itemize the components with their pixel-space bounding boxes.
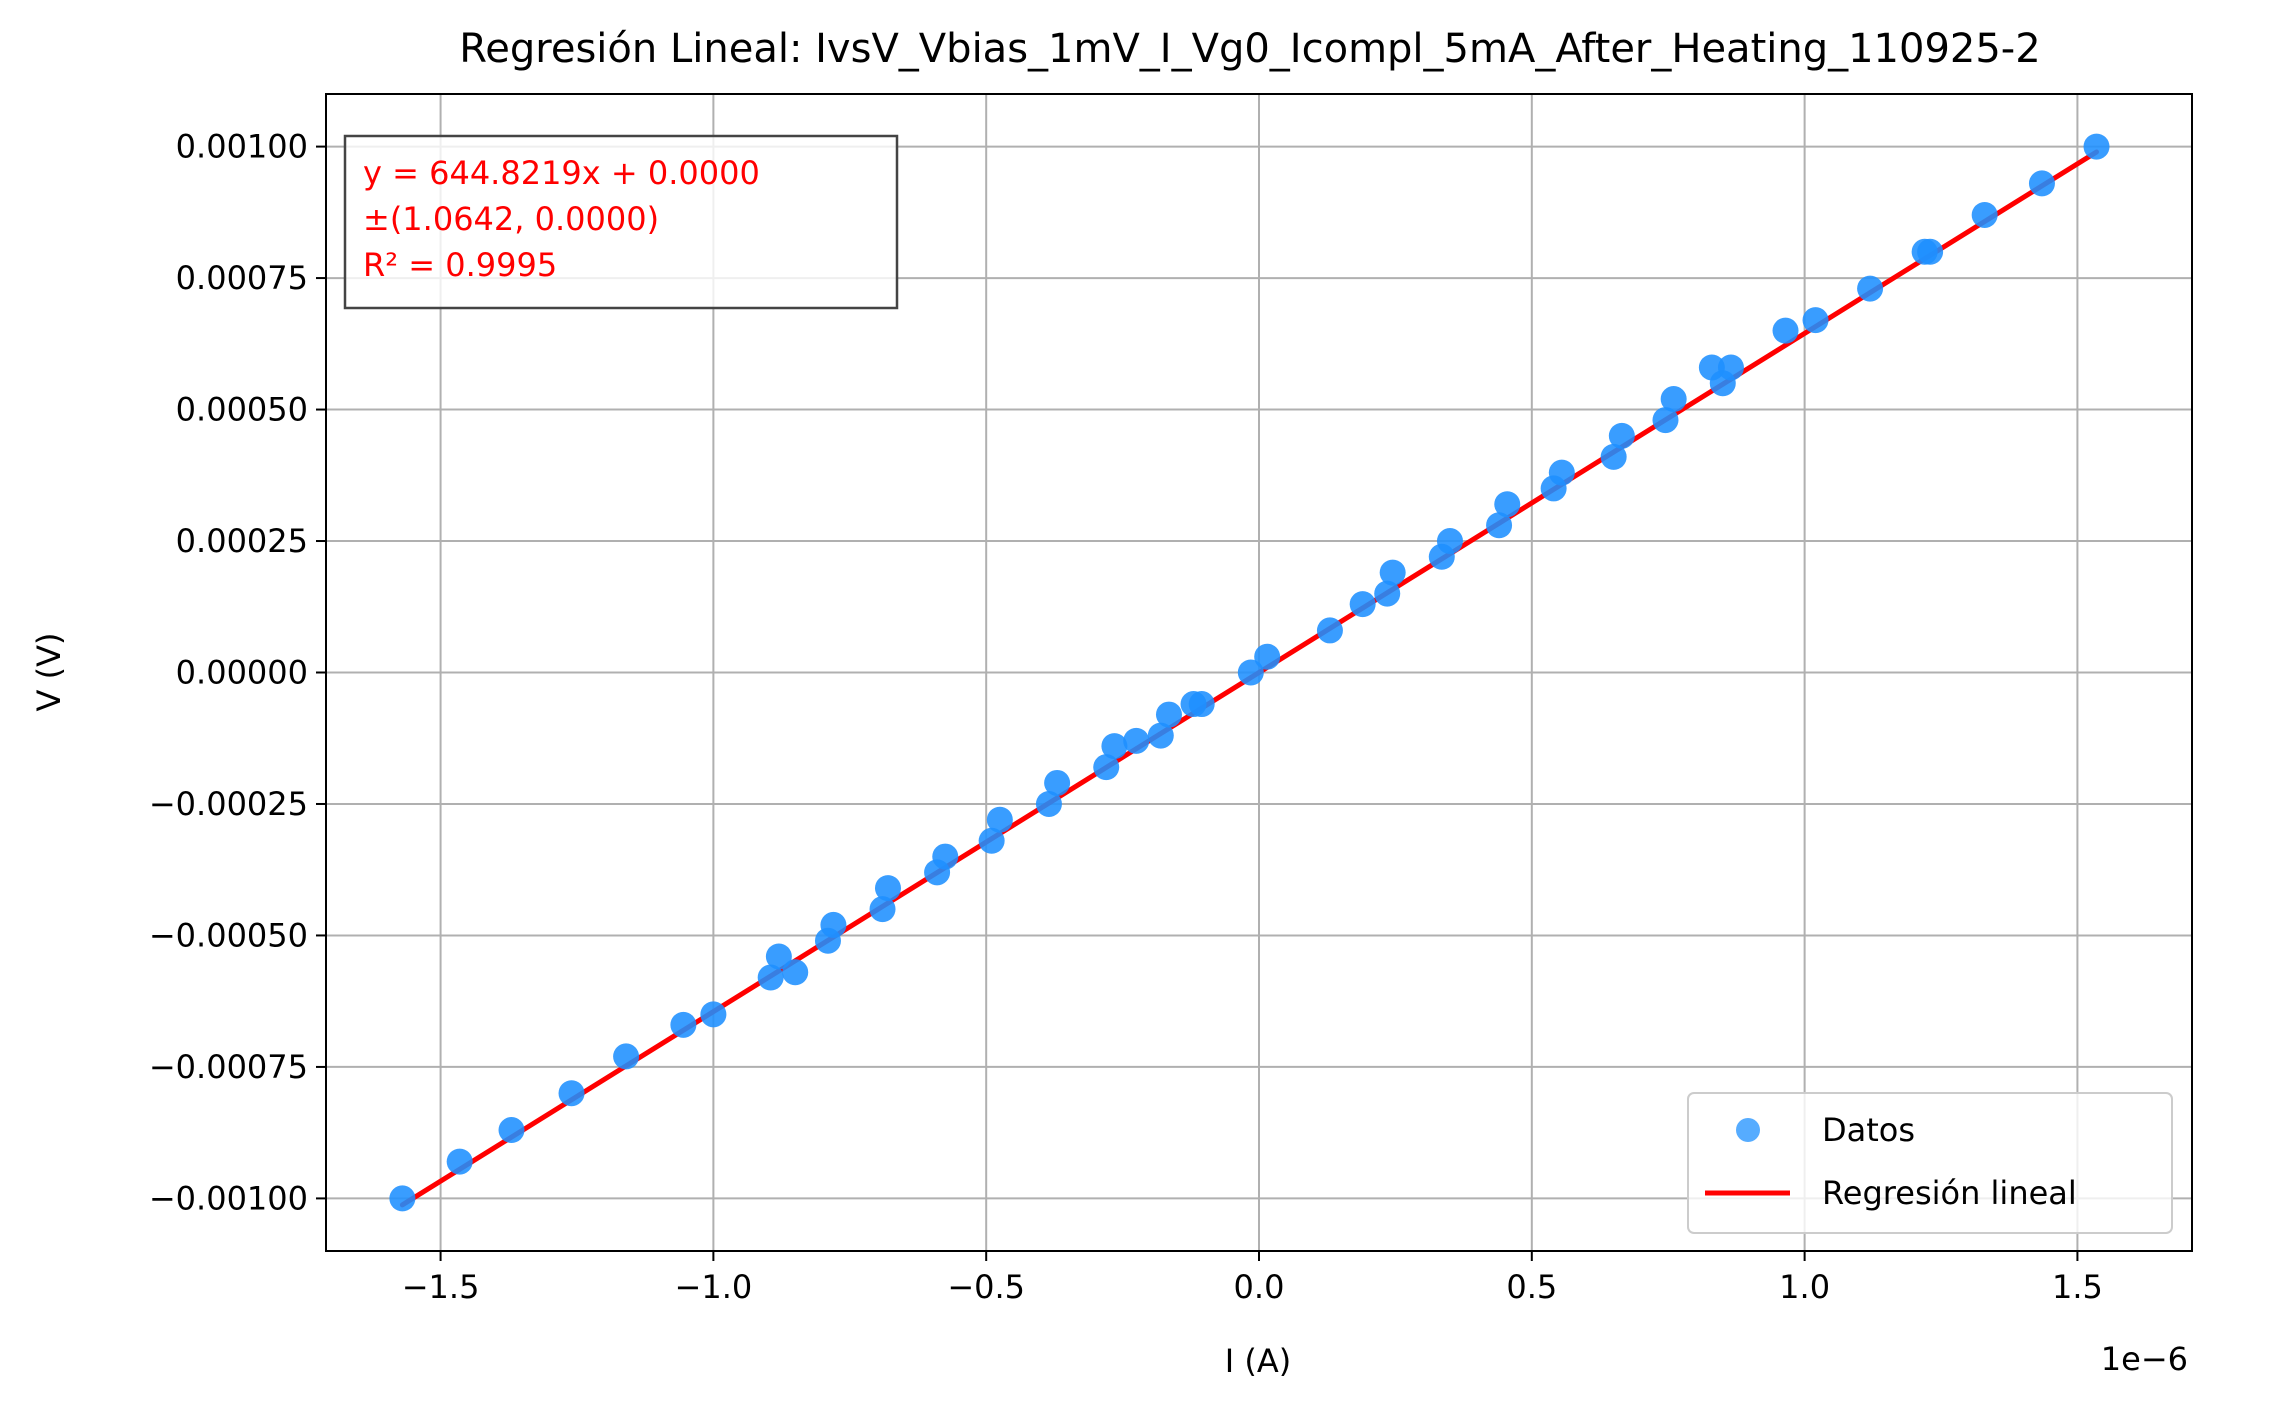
data-point — [1044, 769, 1071, 796]
data-point — [1652, 407, 1679, 434]
y-ticks: −0.00100 −0.00075 −0.00050 −0.00025 0.00000 0… — [149, 128, 326, 1217]
y-tick-label: 0.00075 — [176, 259, 308, 297]
legend-label-regresion: Regresión lineal — [1822, 1174, 2077, 1212]
data-point — [1147, 722, 1174, 749]
data-point — [1374, 580, 1401, 607]
annotation-uncertainty: ±(1.0642, 0.0000) — [363, 200, 659, 238]
data-point — [446, 1148, 473, 1175]
data-point — [757, 964, 784, 991]
annotation-frame — [343, 134, 899, 310]
data-point — [1237, 659, 1264, 686]
data-point — [1316, 617, 1343, 644]
x-tick-label: 1.0 — [1779, 1268, 1830, 1306]
data-point — [869, 896, 896, 923]
data-point — [1548, 459, 1575, 486]
data-point — [1436, 528, 1463, 555]
annotation-equation: y = 644.8219x + 0.0000 — [363, 154, 760, 192]
y-tick-label: −0.00075 — [149, 1048, 308, 1086]
data-point — [1155, 701, 1182, 728]
data-point — [1608, 422, 1635, 449]
data-point — [978, 827, 1005, 854]
data-point — [820, 911, 847, 938]
x-offset-label: 1e−6 — [2101, 1340, 2188, 1378]
y-tick-label: −0.00050 — [149, 916, 308, 954]
data-point — [670, 1011, 697, 1038]
data-point — [1349, 591, 1376, 618]
chart-title: Regresión Lineal: IvsV_Vbias_1mV_I_Vg0_I… — [459, 26, 2040, 72]
legend: Datos Regresión lineal — [1687, 1092, 2173, 1234]
data-point — [1917, 238, 1944, 265]
data-point — [700, 1001, 727, 1028]
data-point — [558, 1080, 585, 1107]
annotation-r-squared: R² = 0.9995 — [363, 246, 557, 284]
y-tick-label: 0.00025 — [176, 522, 308, 560]
data-point — [2083, 133, 2110, 160]
data-point — [1971, 201, 1998, 228]
x-axis-label: I (A) — [1225, 1342, 1291, 1380]
data-point — [932, 843, 959, 870]
data-point — [498, 1117, 525, 1144]
data-point — [1379, 559, 1406, 586]
data-point — [389, 1185, 416, 1212]
data-point — [1772, 317, 1799, 344]
data-point — [782, 959, 809, 986]
y-tick-label: 0.00100 — [176, 128, 308, 166]
legend-frame — [1687, 1092, 2173, 1234]
data-point — [1101, 733, 1128, 760]
data-point — [765, 943, 792, 970]
x-tick-label: −0.5 — [947, 1268, 1025, 1306]
x-ticks: −1.5 −1.0 −0.5 0.0 0.5 1.0 1.5 — [402, 1251, 2103, 1306]
data-points-group — [389, 133, 2110, 1212]
x-tick-label: −1.0 — [675, 1268, 753, 1306]
data-point — [1123, 727, 1150, 754]
y-tick-label: −0.00025 — [149, 785, 308, 823]
annotation-box: y = 644.8219x + 0.0000 ±(1.0642, 0.0000)… — [343, 134, 899, 310]
grid — [326, 94, 2192, 1251]
data-point — [1486, 512, 1513, 539]
data-point — [1188, 691, 1215, 718]
data-point — [874, 875, 901, 902]
legend-label-datos: Datos — [1822, 1111, 1915, 1149]
data-point — [1035, 790, 1062, 817]
x-tick-label: 0.0 — [1234, 1268, 1285, 1306]
y-tick-label: 0.00050 — [176, 391, 308, 429]
y-axis-label: V (V) — [30, 633, 68, 712]
data-point — [1093, 754, 1120, 781]
data-point — [1494, 491, 1521, 518]
data-point — [1717, 354, 1744, 381]
y-tick-label: 0.00000 — [176, 654, 308, 692]
legend-marker-datos — [1736, 1118, 1760, 1142]
data-point — [1857, 275, 1884, 302]
data-point — [1600, 443, 1627, 470]
data-point — [2028, 170, 2055, 197]
data-point — [1254, 643, 1281, 670]
x-tick-label: 1.5 — [2052, 1268, 2103, 1306]
x-tick-label: 0.5 — [1506, 1268, 1557, 1306]
data-point — [1802, 307, 1829, 334]
x-tick-label: −1.5 — [402, 1268, 480, 1306]
data-point — [1660, 386, 1687, 413]
data-point — [986, 806, 1013, 833]
data-point — [613, 1043, 640, 1070]
y-tick-label: −0.00100 — [149, 1179, 308, 1217]
